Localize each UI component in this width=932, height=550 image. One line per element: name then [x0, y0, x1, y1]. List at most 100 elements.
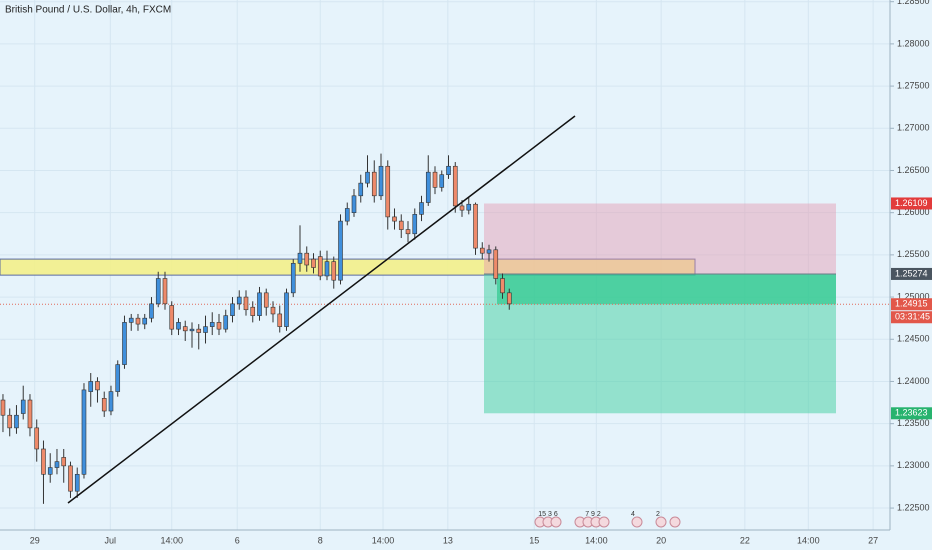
- candle-body: [257, 292, 262, 316]
- candle-body: [405, 229, 411, 235]
- candle-body: [432, 171, 438, 188]
- y-tick-label: 1.23500: [897, 418, 930, 428]
- candle-body: [331, 261, 337, 281]
- candle-body: [311, 258, 316, 268]
- entry-price-box: [891, 267, 932, 280]
- x-tick-label: 14:00: [372, 535, 395, 545]
- countdown: 03:31:45: [895, 312, 930, 322]
- candle-body: [169, 305, 175, 330]
- candle-body: [385, 165, 391, 218]
- zone: [0, 258, 696, 276]
- x-tick-label: 27: [868, 535, 878, 545]
- y-tick-label: 1.25500: [897, 249, 930, 259]
- stop-area: [484, 203, 836, 274]
- candle-body: [243, 296, 249, 311]
- candle-body: [317, 256, 323, 277]
- candle-body: [392, 216, 397, 222]
- y-tick-label: 1.22500: [897, 502, 930, 512]
- x-tick-label: 6: [235, 535, 240, 545]
- candle-body: [459, 205, 465, 211]
- y-tick-label: 1.25000: [897, 291, 930, 301]
- candle-body: [142, 317, 148, 325]
- event-icon: [669, 516, 681, 528]
- event-icon: [550, 516, 562, 528]
- axes: 1.22500 1.23000 1.23500 1.24000 1.24500 1.250…: [30, 0, 932, 545]
- chart-title: British Pound / U.S. Dollar, 4h, FXCM: [5, 5, 171, 16]
- candle-body: [425, 171, 431, 203]
- y-tick-label: 1.28000: [897, 38, 930, 48]
- candle-body: [7, 414, 13, 429]
- candle-body: [371, 171, 377, 197]
- stop-price-label: 1.26109: [895, 198, 928, 208]
- candle-body: [506, 292, 512, 305]
- candle-body: [135, 317, 141, 325]
- x-tick-label: 20: [656, 535, 666, 545]
- candle-body: [0, 399, 6, 416]
- event-count: 7 9 2: [585, 511, 601, 518]
- last-price-label: 1.24915: [895, 299, 928, 309]
- candle-body: [398, 220, 404, 230]
- candle-body: [182, 326, 188, 332]
- last-price-box: [891, 298, 932, 311]
- candle-body: [196, 328, 202, 333]
- candle-body: [47, 467, 53, 475]
- candle-body: [446, 165, 451, 175]
- x-tick-label: 14:00: [585, 535, 608, 545]
- trend-line: [67, 115, 576, 504]
- x-tick-label: 14:00: [797, 535, 820, 545]
- x-tick-label: 15: [529, 535, 539, 545]
- target-price-label: 1.23623: [895, 408, 928, 418]
- candle-body: [479, 247, 485, 254]
- candle-body: [230, 303, 235, 316]
- candle-body: [338, 220, 343, 281]
- x-tick-label: 13: [443, 535, 453, 545]
- x-tick-label: 22: [740, 535, 750, 545]
- event-count: 15 3 6: [538, 511, 558, 518]
- candle-body: [115, 364, 121, 392]
- candle-body: [41, 448, 46, 475]
- candle-body: [493, 249, 499, 279]
- y-tick-label: 1.26500: [897, 165, 930, 175]
- candle-body: [176, 322, 181, 330]
- candle-body: [419, 202, 424, 215]
- target-price-box: [891, 407, 932, 420]
- candle-body: [290, 263, 296, 294]
- candle-body: [297, 252, 303, 264]
- candle-body: [486, 249, 492, 254]
- candle-body: [108, 391, 114, 412]
- candle-body: [378, 165, 384, 197]
- candle-body: [466, 203, 472, 211]
- candle-body: [412, 214, 418, 235]
- candle-body: [209, 322, 215, 327]
- candle-body: [236, 296, 242, 305]
- candle-body: [34, 427, 40, 450]
- candle-body: [284, 292, 289, 327]
- candle-body: [149, 303, 154, 319]
- candle-body: [473, 203, 478, 249]
- candle-body: [203, 326, 208, 333]
- candle-body: [128, 317, 134, 323]
- stop-price-box: [891, 197, 932, 210]
- candle-body: [81, 389, 87, 475]
- x-tick-label: Jul: [105, 535, 117, 545]
- candle-body: [452, 165, 458, 207]
- candle-body: [27, 399, 33, 429]
- y-tick-label: 1.27500: [897, 80, 930, 90]
- profit-area: [497, 273, 836, 305]
- candle-body: [74, 473, 80, 492]
- candle-body: [358, 182, 364, 197]
- candle-body: [68, 465, 73, 492]
- candle-body: [365, 171, 370, 184]
- event-count: 2: [656, 511, 660, 518]
- candle-body: [439, 174, 445, 188]
- y-tick-label: 1.24000: [897, 376, 930, 386]
- candle-body: [277, 313, 283, 327]
- candles: [0, 153, 512, 504]
- candle-body: [344, 208, 350, 222]
- y-tick-label: 1.24500: [897, 334, 930, 344]
- y-tick-label: 1.27000: [897, 123, 930, 133]
- candle-body: [54, 461, 60, 468]
- candle-body: [263, 292, 269, 308]
- x-tick-label: 14:00: [160, 535, 183, 545]
